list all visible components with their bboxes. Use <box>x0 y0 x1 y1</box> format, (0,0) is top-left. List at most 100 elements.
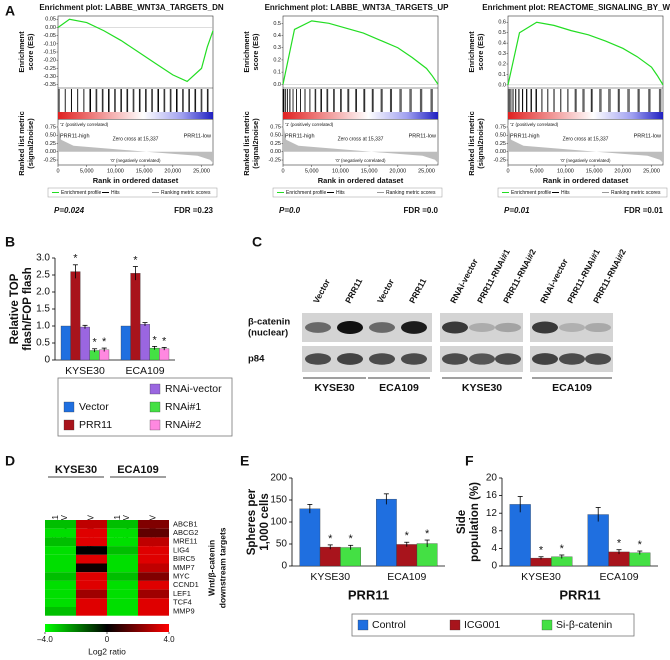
legend-box <box>351 613 635 637</box>
metric-tick-label: 0.00 <box>495 149 506 155</box>
y-tick-label: 0.0 <box>498 82 506 88</box>
significance: * <box>539 545 544 557</box>
x-tick-label: 15,000 <box>361 168 378 174</box>
row-label: MMP9 <box>173 606 195 615</box>
y-tick-label: 0.2 <box>498 61 506 67</box>
legend-label: RNAi-vector <box>165 383 222 395</box>
bar <box>319 546 341 567</box>
heat-cell <box>76 537 107 547</box>
y-tick-label: 0.1 <box>498 72 506 78</box>
bar <box>60 325 71 361</box>
band <box>585 353 611 365</box>
gsea-title: Enrichment plot: LABBE_WNT3A_TARGETS_DN <box>39 3 224 12</box>
x-tick-label: 15,000 <box>136 168 153 174</box>
legend-swatch <box>63 419 75 431</box>
legend-swatch <box>63 401 75 413</box>
metric-tick-label: 0.50 <box>45 133 56 139</box>
band <box>337 353 363 365</box>
y-axis-label: Enrichment <box>467 31 476 73</box>
heat-cell <box>45 520 76 529</box>
panel-label: D <box>5 453 15 469</box>
y-tick-label: 4 <box>491 543 497 554</box>
rank-gradient <box>508 112 663 119</box>
heat-cell <box>76 572 107 581</box>
bar <box>299 508 321 567</box>
x-axis-label: PRR11 <box>348 587 389 602</box>
bar <box>509 504 531 567</box>
metric-tick-label: 0.00 <box>270 149 281 155</box>
significance: * <box>73 253 78 265</box>
heat-cell <box>107 537 138 547</box>
error-bar <box>101 347 107 352</box>
heat-cell <box>45 589 76 599</box>
heat-cell <box>138 554 169 564</box>
y-tick-label: 0.1 <box>273 70 281 76</box>
heat-side-label: Wnt/β-catenin <box>206 540 216 596</box>
zero-cross: Zero cross at 15,337 <box>563 136 609 142</box>
heat-cell <box>76 528 107 538</box>
heat-cell <box>107 598 138 607</box>
y-tick-label: 20 <box>486 473 498 484</box>
low-label: PRR11-low <box>634 133 661 139</box>
heat-cell <box>76 554 107 564</box>
panel-label: F <box>465 453 474 469</box>
significance: * <box>133 254 138 266</box>
panel-label: C <box>252 234 262 250</box>
p-value: P=0.024 <box>54 206 85 215</box>
metric-axis-label: (signal2noise) <box>476 118 485 169</box>
y-axis-label: score (ES) <box>476 33 485 71</box>
y-tick-label: 3.0 <box>36 253 50 264</box>
row-label: LIG4 <box>173 545 189 554</box>
heat-cell <box>45 528 76 538</box>
legend-label: Hits <box>111 190 120 196</box>
band <box>469 353 495 365</box>
metric-axis-label: (signal2noise) <box>251 118 260 169</box>
neg-label: '0' (negatively correlated) <box>336 158 386 163</box>
error-bar <box>82 324 88 329</box>
y-tick-label: 1.0 <box>36 321 50 332</box>
heat-cell <box>76 598 107 607</box>
legend-label: Hits <box>336 190 345 196</box>
significance: * <box>328 533 333 545</box>
y-tick-label: 0.4 <box>273 33 281 39</box>
metric-tick-label: -0.25 <box>493 157 506 163</box>
metric-axis-label: Ranked list metric <box>17 111 26 176</box>
y-tick-label: 0 <box>44 355 50 366</box>
band <box>305 322 331 333</box>
error-bar <box>92 348 98 353</box>
metric-area <box>58 124 213 163</box>
heat-cell <box>107 546 138 555</box>
legend-label: Enrichment profile <box>61 190 102 196</box>
legend-label: ICG001 <box>464 619 500 631</box>
metric-tick-label: 0.50 <box>495 133 506 139</box>
error-bar <box>637 550 643 555</box>
metric-tick-label: 0.50 <box>270 133 281 139</box>
x-tick-label: 10,000 <box>107 168 124 174</box>
x-tick-label: 20,000 <box>389 168 406 174</box>
y-tick-label: 0.5 <box>498 30 506 36</box>
colorbar-tick-label: 4.0 <box>163 635 175 644</box>
heat-cell <box>45 572 76 581</box>
panel-label: A <box>5 3 15 19</box>
legend-label: Ranking metric scores <box>161 190 211 196</box>
bar <box>120 325 131 361</box>
error-bar <box>142 322 148 326</box>
heat-cell <box>45 546 76 555</box>
x-tick-label: 5,000 <box>80 168 94 174</box>
error-bar <box>152 345 158 350</box>
bar <box>80 326 90 361</box>
error-bar <box>517 496 523 513</box>
es-curve <box>282 20 439 85</box>
heat-cell <box>138 589 169 599</box>
heat-cell <box>76 520 107 529</box>
metric-tick-label: 0.25 <box>270 141 281 147</box>
x-tick-label: 25,000 <box>418 168 435 174</box>
y-axis-label: 1,000 cells <box>259 493 271 551</box>
band <box>401 321 427 334</box>
band <box>369 353 395 365</box>
bar <box>340 547 362 567</box>
band <box>559 353 585 365</box>
legend-swatch <box>149 401 161 413</box>
band <box>469 323 495 332</box>
